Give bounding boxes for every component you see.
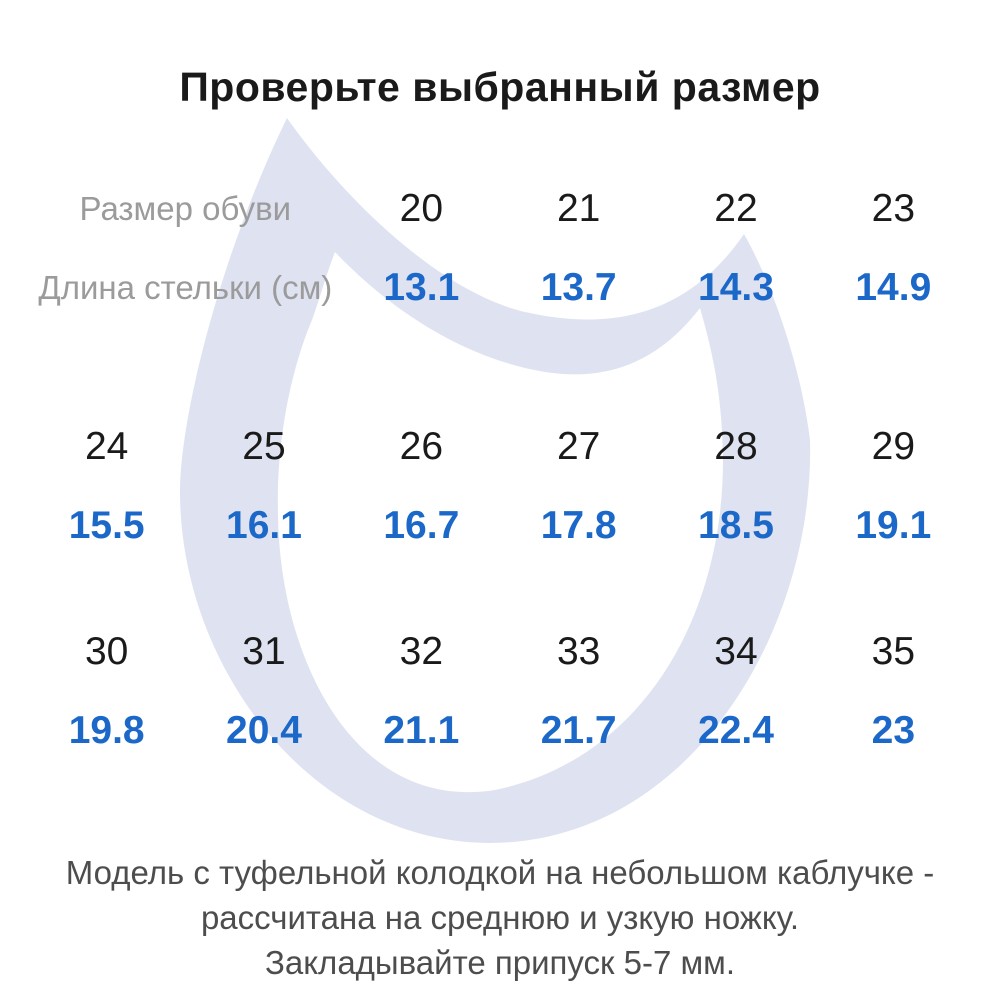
insole-length-cell: 16.1 bbox=[226, 504, 302, 547]
insole-length-cell: 17.8 bbox=[540, 504, 617, 547]
insole-length-cell: 21.1 bbox=[383, 709, 460, 752]
size-cell: 30 bbox=[84, 630, 129, 673]
row-label-insole-length: Длина стельки (см) bbox=[38, 269, 333, 306]
insole-length-cell: 20.4 bbox=[226, 709, 302, 752]
size-cell: 31 bbox=[242, 630, 286, 673]
footer-note: Модель с туфельной колодкой на небольшом… bbox=[0, 850, 1000, 985]
size-cell: 23 bbox=[871, 187, 916, 230]
insole-length-cell: 14.9 bbox=[855, 266, 932, 309]
size-cell: 34 bbox=[714, 630, 758, 673]
size-cell: 21 bbox=[556, 187, 601, 230]
size-cell: 33 bbox=[556, 630, 601, 673]
page-title: Проверьте выбранный размер bbox=[179, 64, 821, 110]
insole-length-cell: 13.1 bbox=[383, 266, 460, 309]
row-label-shoe-size: Размер обуви bbox=[79, 190, 292, 227]
footer-line: Модель с туфельной колодкой на небольшом… bbox=[65, 854, 935, 891]
insole-length-cell: 23 bbox=[871, 709, 916, 752]
size-table-block-1: Размер обуви 20 21 22 23 Длина стельки (… bbox=[28, 186, 972, 311]
insole-length-cell: 13.7 bbox=[540, 266, 617, 309]
size-cell: 35 bbox=[871, 630, 916, 673]
size-cell: 25 bbox=[242, 425, 286, 468]
insole-length-cell: 16.7 bbox=[383, 504, 460, 547]
size-table-block-2: 24 25 26 27 28 29 15.5 16.1 16.7 17.8 18… bbox=[28, 424, 972, 549]
size-cell: 26 bbox=[399, 425, 444, 468]
size-cell: 20 bbox=[399, 187, 444, 230]
size-cell: 22 bbox=[714, 187, 758, 230]
size-cell: 28 bbox=[714, 425, 758, 468]
insole-length-cell: 15.5 bbox=[68, 504, 145, 547]
insole-length-cell: 19.8 bbox=[68, 709, 145, 752]
footer-line: рассчитана на среднюю и узкую ножку. bbox=[200, 899, 800, 936]
insole-length-cell: 18.5 bbox=[698, 504, 774, 547]
insole-length-cell: 22.4 bbox=[698, 709, 774, 752]
insole-length-cell: 14.3 bbox=[698, 266, 774, 309]
size-cell: 27 bbox=[556, 425, 601, 468]
footer-line: Закладывайте припуск 5-7 мм. bbox=[264, 944, 736, 981]
size-table-block-3: 30 31 32 33 34 35 19.8 20.4 21.1 21.7 22… bbox=[28, 629, 972, 754]
size-cell: 24 bbox=[84, 425, 129, 468]
insole-length-cell: 21.7 bbox=[540, 709, 617, 752]
size-cell: 29 bbox=[871, 425, 916, 468]
insole-length-cell: 19.1 bbox=[855, 504, 932, 547]
size-cell: 32 bbox=[399, 630, 444, 673]
